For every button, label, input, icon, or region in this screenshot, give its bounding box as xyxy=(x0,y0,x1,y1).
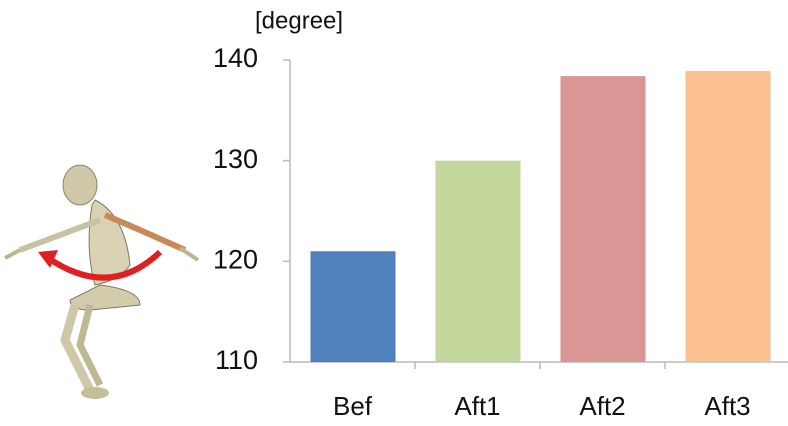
y-tick-label: 120 xyxy=(213,244,258,274)
x-tick-label: Aft3 xyxy=(704,391,750,421)
bar xyxy=(686,71,771,362)
skeleton-illustration xyxy=(5,165,198,399)
y-tick-label: 140 xyxy=(213,43,258,73)
y-tick-label: 110 xyxy=(215,345,258,375)
x-tick-label: Aft1 xyxy=(454,391,500,421)
y-axis-label: [degree] xyxy=(255,7,343,34)
bar xyxy=(311,251,396,362)
bar xyxy=(561,76,646,362)
bar xyxy=(436,161,521,362)
x-tick-label: Bef xyxy=(333,391,373,421)
x-tick-label: Aft2 xyxy=(579,391,625,421)
chart: [degree] 110 120 130 140 Bef Aft1 Aft2 Aft3 xyxy=(0,0,788,426)
y-tick-label: 130 xyxy=(213,144,258,174)
